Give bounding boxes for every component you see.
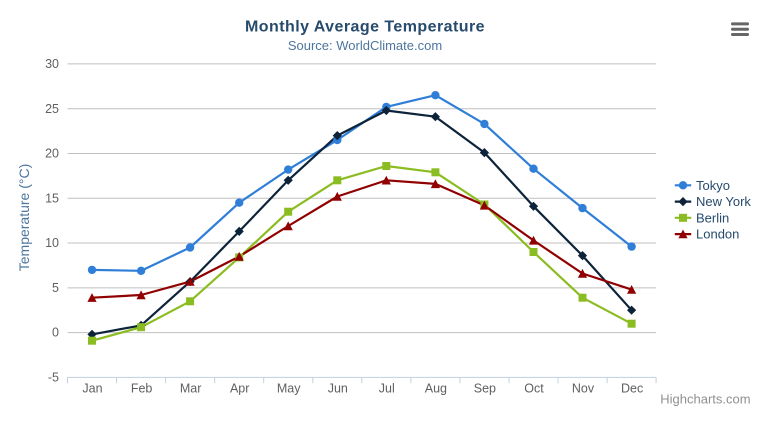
svg-text:Jun: Jun [328,381,348,395]
svg-text:Jul: Jul [379,381,395,395]
svg-text:5: 5 [52,281,59,295]
svg-text:20: 20 [45,147,59,161]
svg-text:Mar: Mar [180,381,202,395]
svg-text:Dec: Dec [621,381,643,395]
svg-text:Apr: Apr [230,381,249,395]
svg-text:Aug: Aug [425,381,447,395]
svg-text:Sep: Sep [474,381,496,395]
svg-text:London: London [696,227,739,242]
svg-text:Temperature (°C): Temperature (°C) [16,164,32,272]
svg-text:Tokyo: Tokyo [696,178,730,193]
svg-text:Highcharts.com: Highcharts.com [660,392,750,407]
svg-text:Feb: Feb [131,381,153,395]
svg-text:30: 30 [45,57,59,71]
svg-text:Oct: Oct [524,381,544,395]
svg-text:10: 10 [45,236,59,250]
svg-text:Monthly Average Temperature: Monthly Average Temperature [245,19,485,36]
svg-text:25: 25 [45,102,59,116]
svg-text:15: 15 [45,191,59,205]
svg-text:0: 0 [52,326,59,340]
svg-text:New York: New York [696,194,751,209]
svg-text:Source: WorldClimate.com: Source: WorldClimate.com [288,38,442,53]
svg-text:Nov: Nov [572,381,595,395]
svg-text:May: May [277,381,301,395]
svg-text:Jan: Jan [82,381,102,395]
svg-text:Berlin: Berlin [696,210,729,225]
svg-text:-5: -5 [48,371,59,385]
